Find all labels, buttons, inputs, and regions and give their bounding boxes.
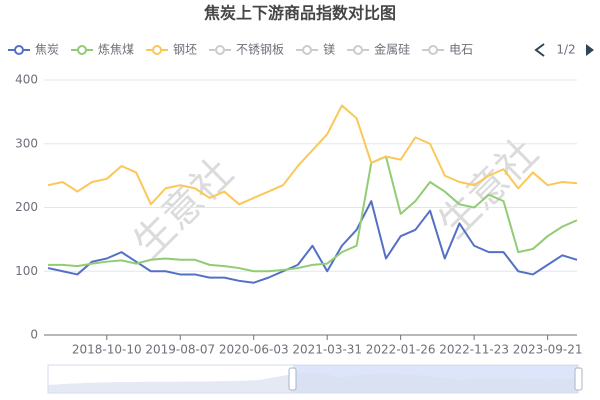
zoom-handle[interactable] bbox=[574, 367, 583, 391]
chart-title: 焦炭上下游商品指数对比图 bbox=[203, 4, 396, 23]
legend-item[interactable]: 镁 bbox=[296, 43, 335, 57]
legend-label: 钢坯 bbox=[173, 43, 197, 57]
legend-item[interactable]: 电石 bbox=[422, 43, 473, 57]
x-tick-label: 2018-10-10 bbox=[72, 343, 142, 357]
legend-item[interactable]: 钢坯 bbox=[146, 43, 197, 57]
legend-icon bbox=[302, 45, 313, 55]
legend-next[interactable] bbox=[586, 44, 594, 56]
legend: 焦炭 炼焦煤 钢坯 不锈钢板 镁 金属硅 电石 bbox=[8, 42, 473, 57]
legend-item[interactable]: 焦炭 bbox=[8, 43, 59, 57]
legend-item[interactable]: 炼焦煤 bbox=[71, 42, 134, 57]
y-tick-label: 400 bbox=[15, 73, 38, 87]
legend-icon bbox=[77, 45, 88, 55]
watermark: 生意社 bbox=[430, 130, 547, 247]
y-tick-label: 200 bbox=[15, 200, 38, 214]
legend-icon bbox=[428, 45, 439, 55]
legend-icon bbox=[353, 45, 364, 55]
legend-label: 镁 bbox=[323, 43, 335, 57]
legend-icon bbox=[152, 45, 163, 55]
x-tick-label: 2021-03-31 bbox=[292, 343, 362, 357]
legend-item[interactable]: 不锈钢板 bbox=[209, 43, 284, 57]
legend-item[interactable]: 金属硅 bbox=[347, 42, 410, 57]
legend-label: 金属硅 bbox=[374, 42, 410, 57]
legend-label: 电石 bbox=[449, 43, 473, 57]
legend-page: 1/2 bbox=[556, 43, 575, 57]
zoom-preview bbox=[48, 372, 578, 393]
legend-label: 不锈钢板 bbox=[236, 43, 284, 57]
legend-label: 焦炭 bbox=[35, 43, 59, 57]
y-tick-label: 0 bbox=[30, 328, 38, 342]
x-tick-label: 2023-09-21 bbox=[513, 343, 583, 357]
watermark: 生意社 bbox=[125, 150, 242, 267]
x-tick-label: 2020-06-03 bbox=[219, 343, 289, 357]
data-zoom[interactable] bbox=[47, 364, 583, 394]
legend-prev[interactable] bbox=[534, 43, 545, 57]
series-line bbox=[47, 104, 578, 206]
legend-label: 炼焦煤 bbox=[98, 42, 134, 57]
y-tick-label: 100 bbox=[15, 264, 38, 278]
legend-icon bbox=[215, 45, 226, 55]
series-line bbox=[48, 155, 578, 273]
zoom-handle[interactable] bbox=[288, 367, 297, 391]
x-tick-label: 2019-08-07 bbox=[145, 343, 215, 357]
series-line bbox=[47, 200, 578, 284]
x-tick-label: 2022-11-23 bbox=[439, 343, 509, 357]
legend-icon bbox=[14, 45, 24, 55]
y-tick-label: 300 bbox=[15, 136, 38, 150]
x-tick-label: 2022-01-26 bbox=[366, 343, 436, 357]
